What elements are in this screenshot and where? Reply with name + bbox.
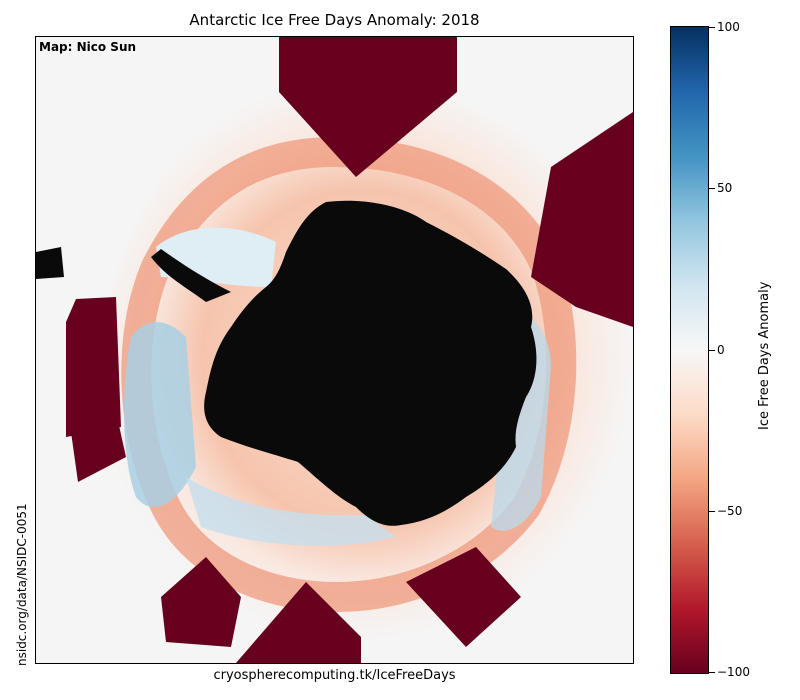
data-source: nsidc.org/data/NSIDC-0051 [15,503,29,666]
colorbar-tick-label: −50 [717,504,743,518]
colorbar-tick [709,188,715,189]
colorbar-tick-label: 50 [717,181,733,195]
south-blue-coast [186,477,396,546]
colorbar-label: Ice Free Days Anomaly [757,281,772,430]
map-credit: Map: Nico Sun [39,40,137,54]
website-url: cryospherecomputing.tk/IceFreeDays [213,668,456,683]
antarctic-map: Map: Nico Sun [35,36,634,664]
map-svg [36,37,633,663]
missing-wedge-right [531,112,633,327]
missing-wedge-bottom-left [161,557,241,647]
missing-wedge-top [279,37,457,177]
missing-wedge-left-upper [66,297,121,437]
south-america-tip [36,247,64,279]
colorbar-tick-label: −100 [717,665,750,679]
missing-wedge-bottom-center [236,582,361,663]
chart-title: Antarctic Ice Free Days Anomaly: 2018 [189,11,480,29]
colorbar [670,26,709,674]
colorbar-tick [709,350,715,351]
missing-wedge-left-lower [71,412,126,482]
colorbar-tick [709,511,715,512]
missing-wedge-bottom-right [406,547,521,647]
colorbar-tick [709,672,715,673]
colorbar-tick-label: 100 [717,20,740,34]
colorbar-tick [709,27,715,28]
west-blue-coast [124,322,196,507]
colorbar-tick-label: 0 [717,343,725,357]
colorbar-gradient [671,27,708,673]
antarctica-landmass [204,200,537,526]
antarctic-peninsula [151,249,231,302]
